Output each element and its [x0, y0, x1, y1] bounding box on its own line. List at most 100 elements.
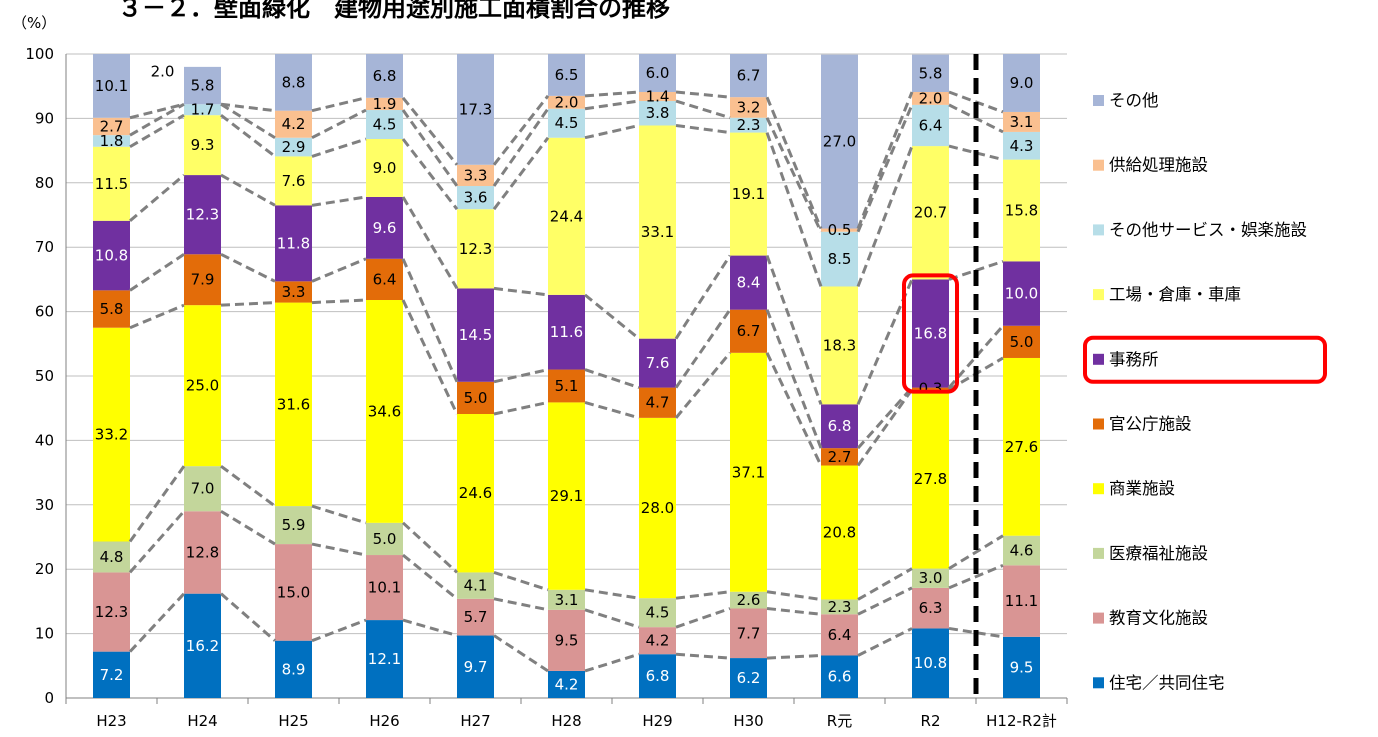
data-label: 2.0 — [555, 93, 579, 111]
bar-segment — [366, 258, 403, 301]
connector-line — [492, 107, 550, 187]
data-label: 3.0 — [919, 569, 943, 587]
data-label: 10.8 — [914, 654, 947, 672]
connector-line — [401, 299, 459, 415]
highlight-box-legend — [1083, 335, 1327, 384]
data-label: 4.6 — [1010, 542, 1034, 560]
data-label: 25.0 — [186, 377, 219, 395]
data-label: 7.6 — [646, 354, 670, 372]
bar-segment — [548, 294, 585, 370]
bar-segment — [275, 281, 312, 303]
bar-segment — [366, 555, 403, 621]
bar-segment — [184, 104, 221, 116]
bar-segment — [184, 511, 221, 594]
bar-segment — [548, 108, 585, 138]
data-label: 11.1 — [1005, 592, 1038, 610]
data-label: 6.7 — [737, 322, 761, 340]
connector-line — [220, 102, 276, 139]
connector-line — [856, 388, 914, 467]
data-label: 24.4 — [550, 207, 583, 225]
data-label: 1.4 — [646, 88, 670, 106]
x-tick-label: H29 — [642, 712, 672, 730]
bar-segment — [912, 91, 949, 105]
data-label: 15.0 — [277, 583, 310, 601]
data-label: 9.7 — [464, 658, 488, 676]
connector-line — [857, 567, 913, 601]
bar-segment — [1003, 131, 1040, 160]
bar-segment — [548, 54, 585, 96]
bar-segment — [93, 541, 130, 573]
data-label: 12.3 — [95, 603, 128, 621]
connector-line — [675, 590, 731, 600]
data-label: 5.0 — [464, 389, 488, 407]
data-label: 5.8 — [191, 77, 215, 95]
data-label: 4.1 — [464, 577, 488, 595]
data-label: 10.8 — [95, 247, 128, 265]
connector-line — [765, 309, 823, 449]
bar-segment — [366, 300, 403, 523]
connector-line — [948, 103, 1004, 134]
data-label: 4.5 — [646, 604, 670, 622]
legend-swatch — [1093, 547, 1104, 559]
connector-line — [948, 563, 1004, 590]
legend-swatch — [1093, 483, 1104, 495]
bar-segment — [821, 404, 858, 449]
data-label: 7.9 — [191, 271, 215, 289]
bar-segment — [730, 309, 767, 353]
data-label: 0.5 — [828, 221, 852, 239]
x-tick-label: H23 — [96, 712, 126, 730]
legend-swatch — [1093, 159, 1104, 171]
bar-segment — [730, 255, 767, 310]
data-label: 9.6 — [373, 219, 397, 237]
connector-line — [584, 608, 640, 629]
connector-line — [220, 252, 276, 283]
bar-stack-h30 — [730, 54, 767, 698]
bar-segment — [821, 655, 858, 698]
data-label: 3.3 — [282, 283, 306, 301]
bar-stack-h27 — [457, 54, 494, 698]
data-label: 20.7 — [914, 204, 947, 222]
bar-segment — [912, 54, 949, 92]
bar-segment — [457, 209, 494, 289]
data-label: 12.8 — [186, 543, 219, 561]
bar-segment — [639, 627, 676, 655]
connector-line — [674, 254, 732, 340]
bar-segment — [184, 466, 221, 512]
data-label: 2.0 — [919, 89, 943, 107]
data-label: 12.3 — [186, 206, 219, 224]
data-label: 2.0 — [151, 62, 175, 80]
connector-line — [402, 553, 458, 600]
highlight-box-bar — [902, 273, 959, 394]
data-label: 5.0 — [1010, 333, 1034, 351]
bar-segment — [912, 146, 949, 280]
bar-segment — [184, 254, 221, 306]
data-label: 5.8 — [100, 300, 124, 318]
data-label: 4.8 — [100, 548, 124, 566]
bar-segment — [1003, 325, 1040, 358]
connector-line — [856, 386, 914, 450]
connector-line — [220, 301, 276, 307]
bar-stack-h29 — [639, 54, 676, 698]
legend-label: 商業施設 — [1109, 479, 1175, 498]
bar-segment — [548, 589, 585, 610]
data-label: 28.0 — [641, 499, 674, 517]
data-label: 2.6 — [737, 591, 761, 609]
bar-segment — [821, 228, 858, 232]
bar-segment — [93, 146, 130, 221]
data-label: 4.7 — [646, 394, 670, 412]
bar-segment — [1003, 261, 1040, 326]
connector-line — [765, 117, 823, 233]
connector-line — [311, 504, 367, 525]
bar-segment — [912, 568, 949, 588]
connector-line — [675, 90, 731, 99]
bar-segment — [1003, 636, 1040, 698]
connector-line — [493, 570, 549, 592]
bar-segment — [93, 117, 130, 136]
bar-segment — [366, 110, 403, 140]
legend-swatch — [1093, 224, 1104, 236]
bar-segment — [457, 381, 494, 414]
data-label: 5.9 — [282, 516, 306, 534]
connector-line — [675, 607, 731, 629]
bar-segment — [366, 620, 403, 698]
